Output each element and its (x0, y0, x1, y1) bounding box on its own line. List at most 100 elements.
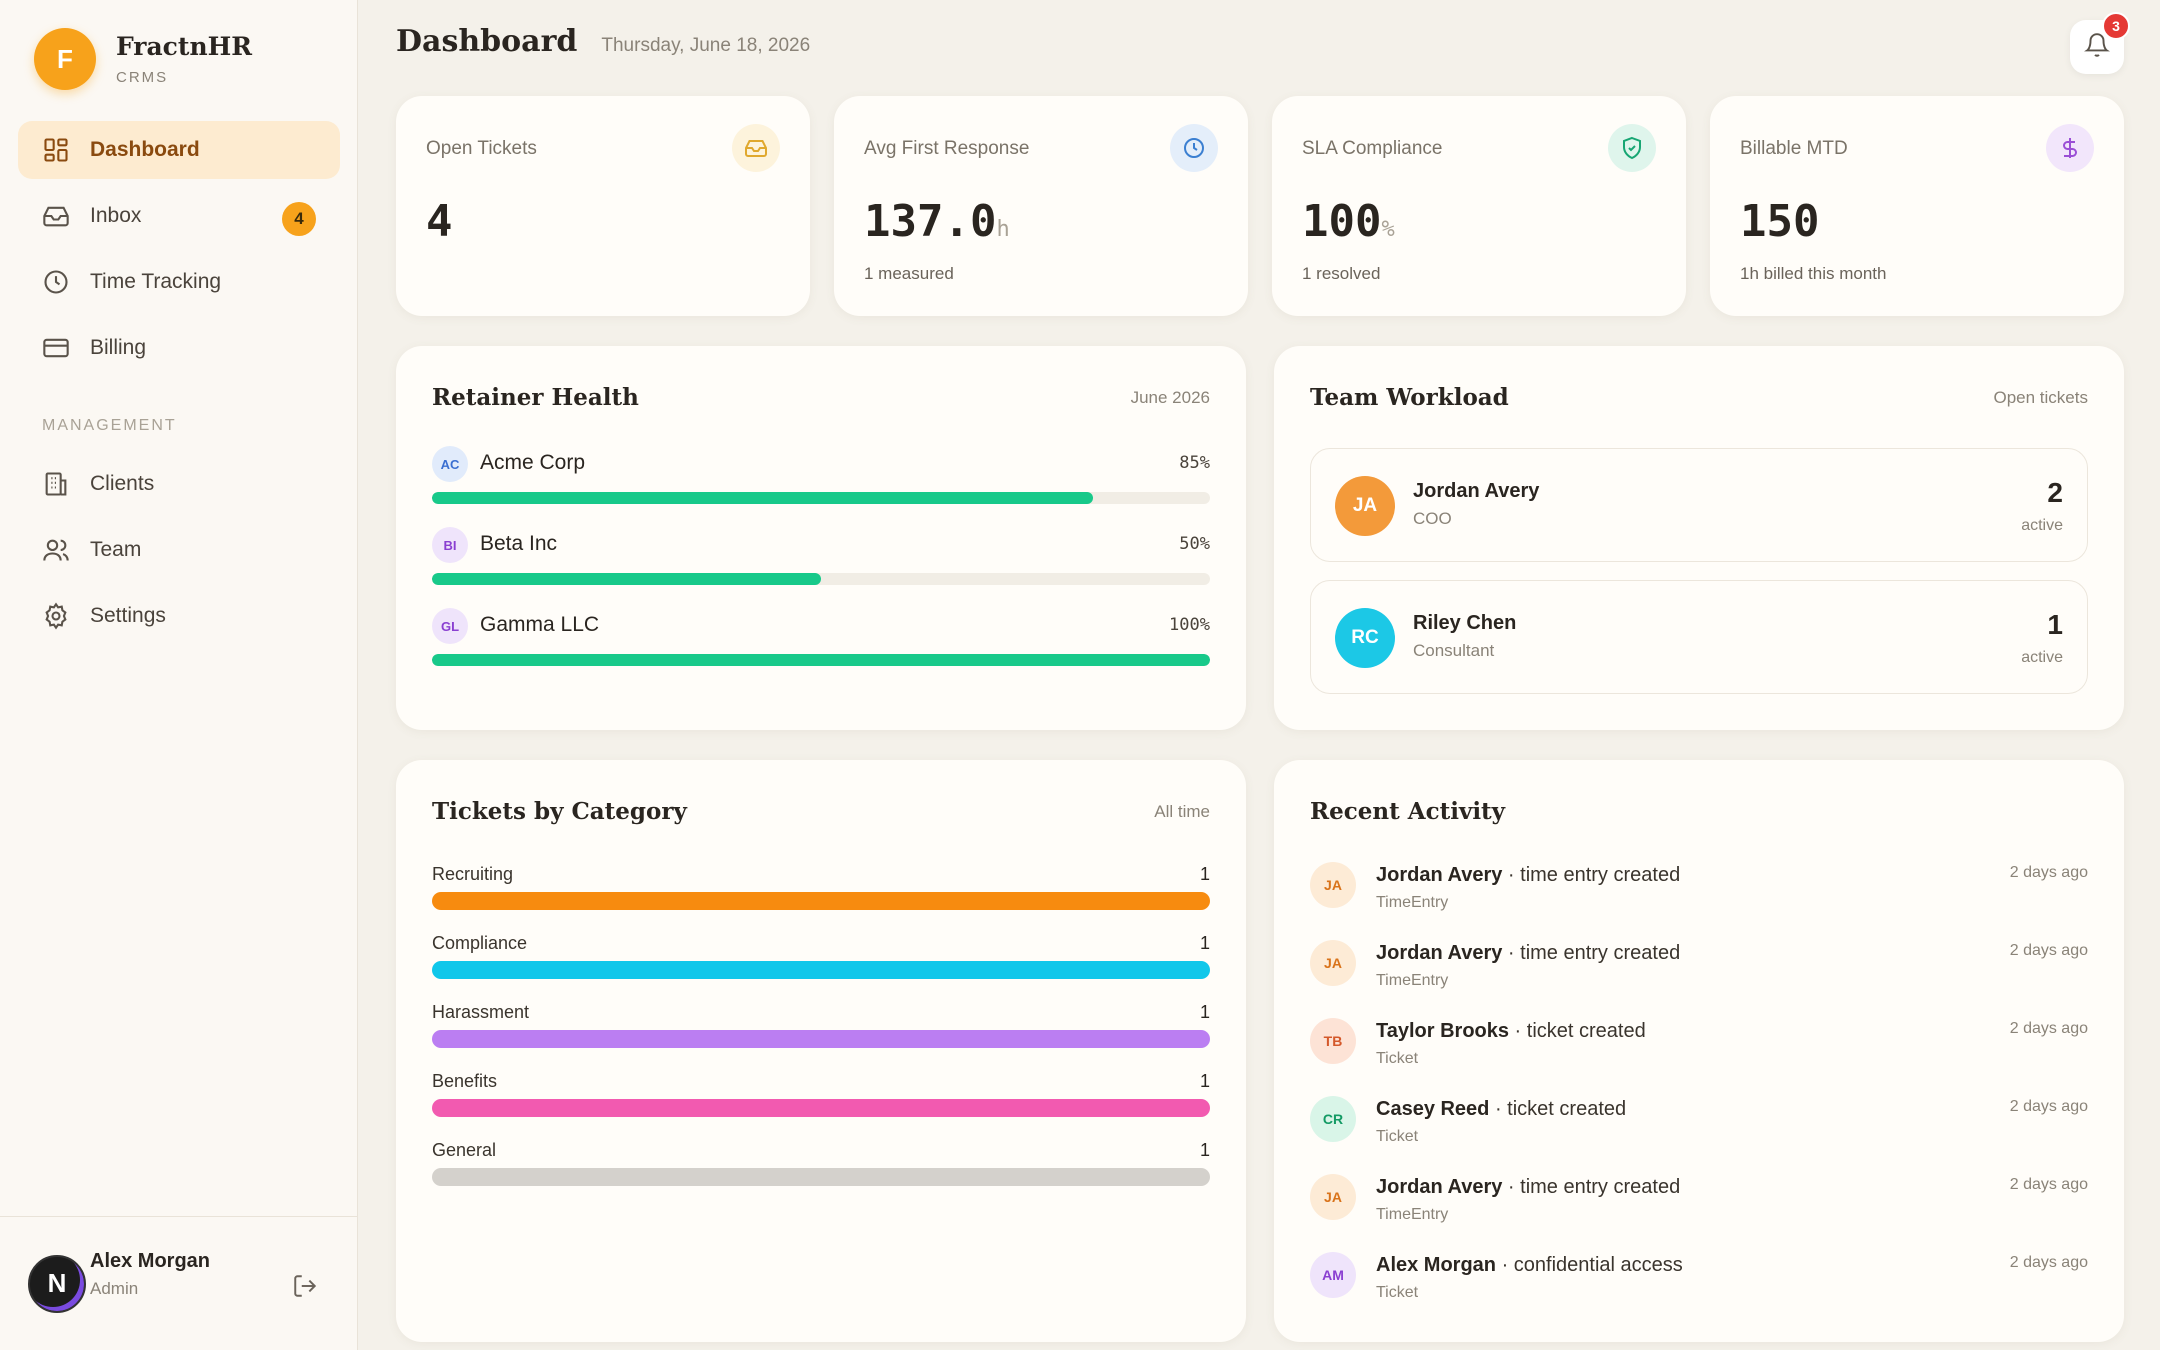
panel-meta: All time (1154, 802, 1210, 821)
clock-icon (1170, 124, 1218, 172)
sidebar-item-inbox[interactable]: Inbox 4 (18, 187, 340, 245)
inbox-count-badge: 4 (282, 202, 316, 236)
activity-item[interactable]: JA Jordan Avery · time entry created TimeE… (1310, 940, 2088, 1012)
activity-entity-type: TimeEntry (1376, 1206, 1449, 1223)
activity-item[interactable]: AM Alex Morgan · confidential access Ticke… (1310, 1252, 2088, 1324)
activity-timestamp: 2 days ago (2009, 1176, 2088, 1193)
shield-icon (1608, 124, 1656, 172)
sidebar-item-dashboard[interactable]: Dashboard (18, 121, 340, 179)
retainer-row[interactable]: AC Acme Corp 85% (432, 446, 1210, 516)
retainer-progress-fill (432, 573, 821, 585)
sidebar-item-time-tracking[interactable]: Time Tracking (18, 253, 340, 311)
page-date: Thursday, June 18, 2026 (601, 35, 811, 56)
retainer-row[interactable]: GL Gamma LLC 100% (432, 608, 1210, 678)
activity-action: · time entry created (1502, 942, 1681, 964)
user-profile[interactable]: N Alex Morgan Admin (0, 1216, 358, 1350)
actor-avatar: CR (1310, 1096, 1356, 1142)
nav-section-label: MANAGEMENT (42, 417, 177, 434)
category-row: Harassment 1 (432, 1002, 1210, 1062)
brand-logo: F (34, 28, 96, 90)
stat-unit: % (1381, 217, 1395, 242)
activity-action: · ticket created (1509, 1020, 1646, 1042)
member-role: COO (1413, 509, 1452, 528)
category-label: Recruiting (432, 864, 514, 884)
activity-timestamp: 2 days ago (2009, 1020, 2088, 1037)
activity-timestamp: 2 days ago (2009, 1254, 2088, 1271)
stat-card-open-tickets: Open Tickets 4 (396, 96, 810, 316)
activity-item[interactable]: JA Jordan Avery · time entry created TimeE… (1310, 862, 2088, 934)
activity-item[interactable]: TB Taylor Brooks · ticket created Ticket 2 … (1310, 1018, 2088, 1090)
sidebar-item-settings[interactable]: Settings (18, 587, 340, 645)
active-ticket-count: 2 (2047, 477, 2063, 508)
category-count: 1 (1199, 1002, 1210, 1022)
stat-subtext: 1 resolved (1302, 264, 1381, 283)
sidebar-item-team[interactable]: Team (18, 521, 340, 579)
category-bar (432, 1168, 1210, 1186)
workload-row[interactable]: RC Riley Chen Consultant 1 active (1310, 580, 2088, 694)
activity-item[interactable]: CR Casey Reed · ticket created Ticket 2 day… (1310, 1096, 2088, 1168)
category-label: Harassment (432, 1002, 530, 1022)
page-title: Dashboard (396, 24, 578, 59)
page-header: Dashboard Thursday, June 18, 2026 (396, 24, 810, 59)
stat-label: Billable MTD (1740, 138, 1848, 159)
category-label: Compliance (432, 933, 528, 953)
category-count: 1 (1199, 1140, 1210, 1160)
activity-timestamp: 2 days ago (2009, 942, 2088, 959)
member-avatar: RC (1335, 608, 1395, 668)
clock-icon (42, 268, 70, 296)
client-name: Beta Inc (480, 532, 558, 555)
actor-name: Casey Reed (1376, 1098, 1490, 1120)
sidebar-item-label: Billing (90, 336, 147, 359)
sidebar-nav: Dashboard Inbox 4 Time Tracking Billing … (18, 121, 340, 653)
activity-action: · time entry created (1502, 864, 1681, 886)
sidebar-item-clients[interactable]: Clients (18, 455, 340, 513)
retainer-percent: 100% (1169, 615, 1210, 635)
actor-name: Jordan Avery (1376, 1176, 1503, 1198)
retainer-row[interactable]: BI Beta Inc 50% (432, 527, 1210, 597)
sidebar-item-label: Settings (90, 604, 166, 627)
category-bar (432, 961, 1210, 979)
actor-name: Alex Morgan (1376, 1254, 1497, 1276)
stat-label: Avg First Response (864, 138, 1030, 159)
activity-entity-type: Ticket (1376, 1050, 1419, 1067)
panel-title: Tickets by Category (432, 798, 687, 825)
logout-icon[interactable] (292, 1273, 318, 1299)
activity-timestamp: 2 days ago (2009, 864, 2088, 881)
stat-subtext: 1h billed this month (1740, 264, 1887, 283)
actor-avatar: JA (1310, 862, 1356, 908)
sidebar-item-billing[interactable]: Billing (18, 319, 340, 377)
panel-title: Recent Activity (1310, 798, 1506, 825)
stat-card-sla-compliance: SLA Compliance 100% 1 resolved (1272, 96, 1686, 316)
active-ticket-count: 1 (2047, 609, 2063, 640)
sidebar: F FractnHR CRMS Dashboard Inbox 4 Time T… (0, 0, 358, 1350)
activity-item[interactable]: JA Jordan Avery · time entry created TimeE… (1310, 1174, 2088, 1246)
retainer-progress-fill (432, 492, 1094, 504)
inbox-icon (732, 124, 780, 172)
user-name: Alex Morgan (90, 1250, 211, 1272)
client-avatar: AC (432, 446, 468, 482)
workload-row[interactable]: JA Jordan Avery COO 2 active (1310, 448, 2088, 562)
retainer-percent: 50% (1179, 534, 1210, 554)
activity-entity-type: TimeEntry (1376, 894, 1449, 911)
category-bar (432, 892, 1210, 910)
client-name: Acme Corp (480, 451, 586, 474)
stat-card-billable-mtd: Billable MTD 150 1h billed this month (1710, 96, 2124, 316)
retainer-progress-track (432, 492, 1210, 504)
activity-description: Taylor Brooks · ticket created (1376, 1020, 1646, 1043)
panel-meta: June 2026 (1130, 388, 1210, 407)
sidebar-item-label: Team (90, 538, 142, 561)
sidebar-item-label: Dashboard (90, 138, 200, 161)
building-icon (42, 470, 70, 498)
bell-icon (2084, 32, 2110, 63)
category-count: 1 (1199, 933, 1210, 953)
category-row: Recruiting 1 (432, 864, 1210, 924)
users-icon (42, 536, 70, 564)
retainer-health-panel: Retainer Health June 2026 AC Acme Corp 85%… (396, 346, 1246, 730)
client-avatar: GL (432, 608, 468, 644)
dollar-icon (2046, 124, 2094, 172)
category-count: 1 (1199, 864, 1210, 884)
notifications-button[interactable]: 3 (2070, 12, 2130, 74)
recent-activity-panel: Recent Activity JA Jordan Avery · time en… (1274, 760, 2124, 1342)
brand[interactable]: F FractnHR CRMS (34, 28, 252, 90)
activity-description: Jordan Avery · time entry created (1376, 942, 1680, 965)
